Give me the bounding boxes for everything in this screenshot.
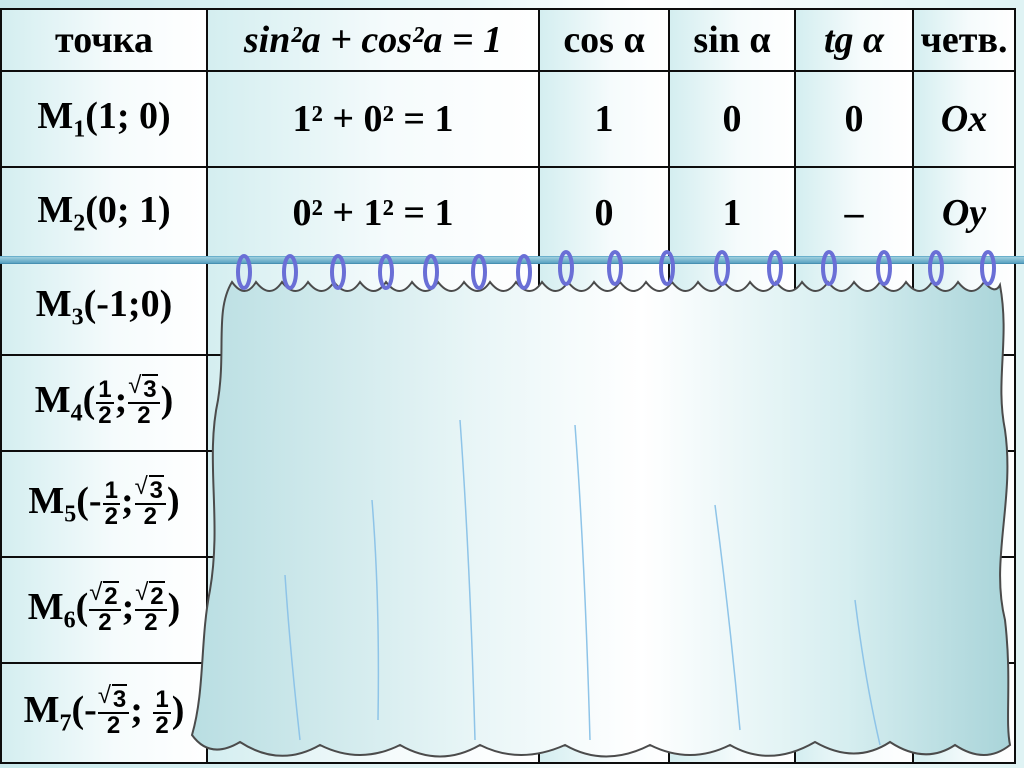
table-row: M1(1; 0) 1² + 0² = 1 1 0 0 Ox — [0, 70, 1016, 168]
point-m3: M3(-1;0) — [0, 258, 208, 356]
cos-m2: 0 — [538, 166, 670, 260]
header-quadrant: четв. — [912, 8, 1016, 72]
point-m7: M7(-32; 12) — [0, 662, 208, 764]
header-cos: cos α — [538, 8, 670, 72]
header-point: точка — [0, 8, 208, 72]
header-sin: sin α — [668, 8, 796, 72]
sin-m2: 1 — [668, 166, 796, 260]
header-identity: sin²a + cos²a = 1 — [206, 8, 540, 72]
curtain-rod — [0, 256, 1024, 264]
point-m4: M4(12;32) — [0, 354, 208, 452]
tg-m1: 0 — [794, 70, 914, 168]
header-tg: tg α — [794, 8, 914, 72]
table-row: M2(0; 1) 0² + 1² = 1 0 1 – Oy — [0, 166, 1016, 260]
quadrant-m1: Ox — [912, 70, 1016, 168]
cos-m1: 1 — [538, 70, 670, 168]
point-m6: M6(22;22) — [0, 556, 208, 664]
quadrant-m2: Oy — [912, 166, 1016, 260]
header-row: точка sin²a + cos²a = 1 cos α sin α tg α… — [0, 8, 1016, 72]
point-m1: M1(1; 0) — [0, 70, 208, 168]
point-m2: M2(0; 1) — [0, 166, 208, 260]
tg-m2: – — [794, 166, 914, 260]
point-m5: M5(-12;32) — [0, 450, 208, 558]
identity-m1: 1² + 0² = 1 — [206, 70, 540, 168]
sin-m1: 0 — [668, 70, 796, 168]
